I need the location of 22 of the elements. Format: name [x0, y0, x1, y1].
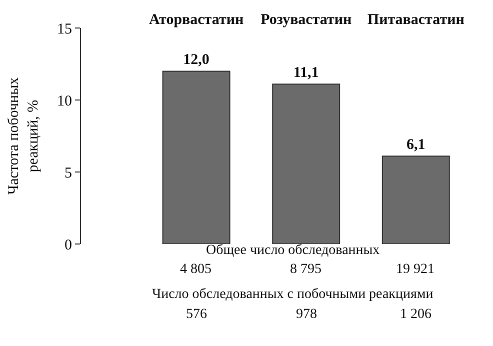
data-label: 12,0	[183, 52, 210, 68]
y-tick-label: 0	[64, 237, 72, 254]
data-label: 11,1	[293, 65, 319, 82]
y-tick-label: 15	[57, 21, 72, 38]
text: 19 921	[396, 262, 434, 277]
text: Число обследованных с побочными реакциями	[152, 287, 434, 302]
text: 8 795	[290, 262, 322, 277]
bar	[272, 84, 340, 244]
bar	[382, 156, 450, 244]
x-tick-label: Питавастатин	[367, 12, 465, 28]
x-tick-label: Розувастатин	[260, 12, 352, 28]
y-axis-title: Частота побочных реакций, %	[6, 76, 42, 195]
text: 4 805	[180, 262, 212, 277]
text: 978	[296, 307, 317, 322]
text: 576	[186, 307, 207, 322]
text: 1 206	[400, 307, 432, 322]
bar	[162, 70, 230, 244]
y-tick-label: 5	[64, 165, 72, 182]
y-tick-label: 10	[57, 93, 72, 110]
annotation: Общее число обследованных	[206, 243, 380, 258]
x-tick-label: Аторвастатин	[148, 12, 244, 28]
data-label: 6,1	[406, 137, 426, 154]
